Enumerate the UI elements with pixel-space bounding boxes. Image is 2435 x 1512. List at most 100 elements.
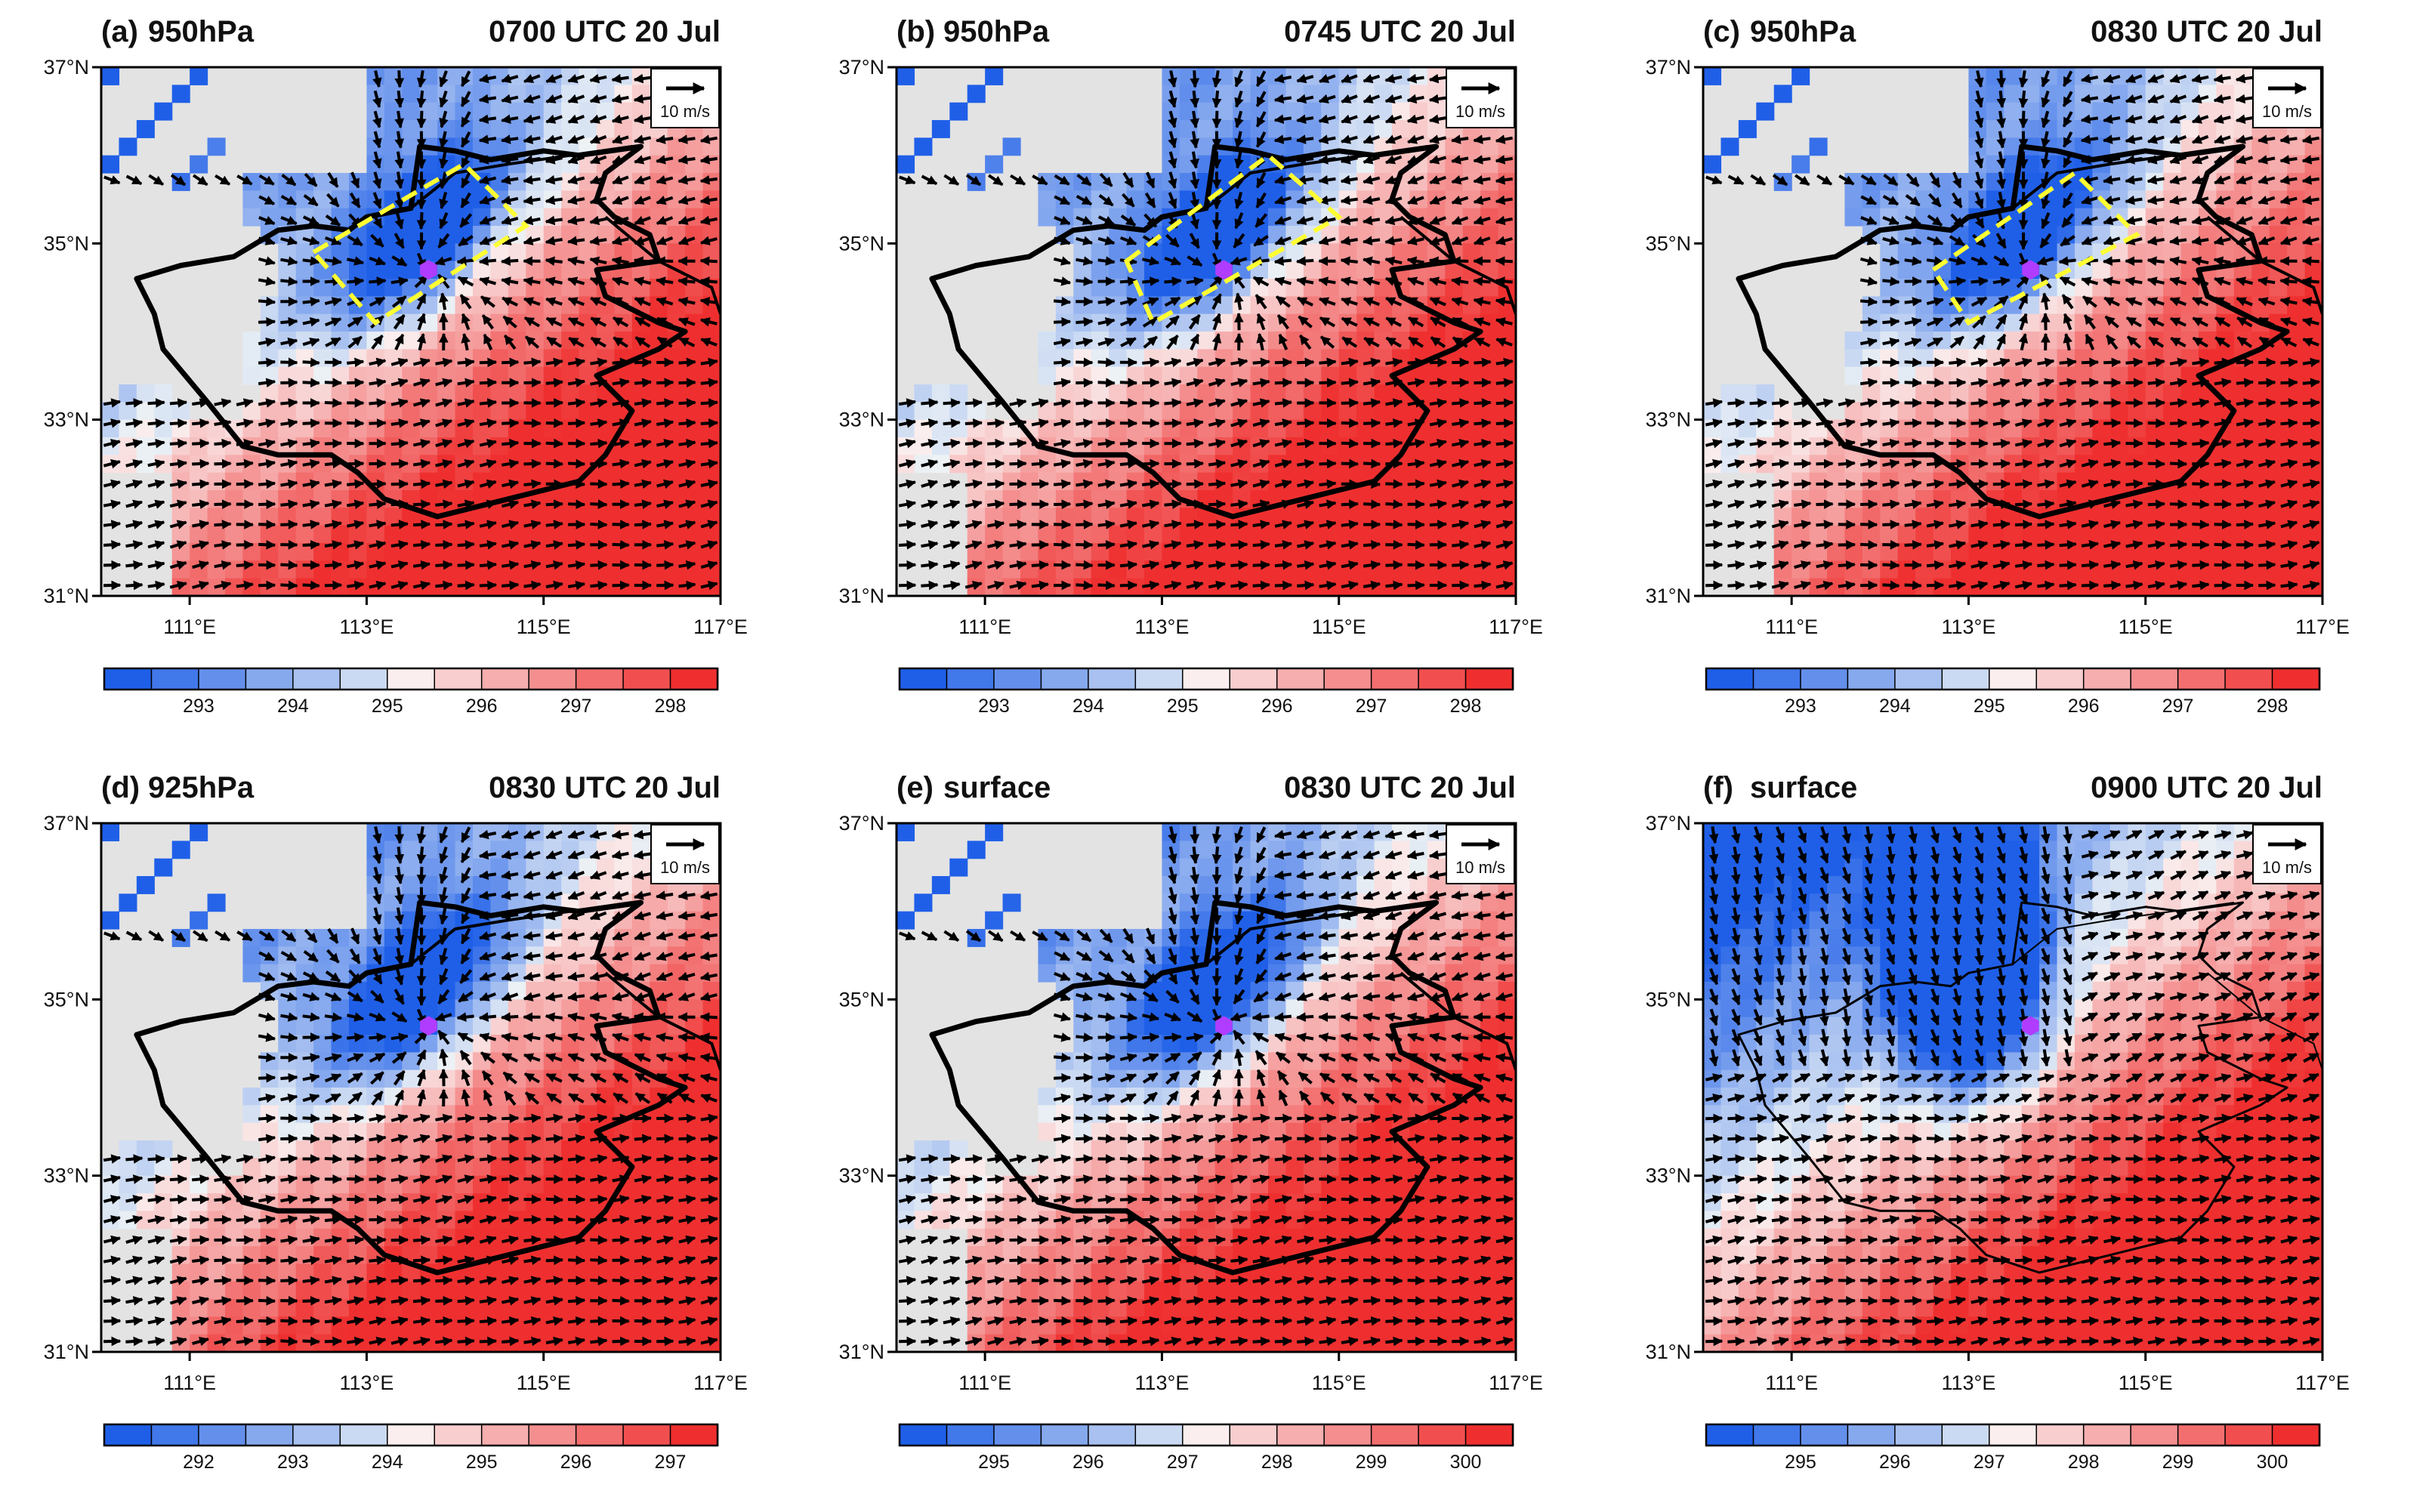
colorbar-segment	[2082, 1424, 2132, 1446]
lon-tick-label: 117°E	[693, 1372, 748, 1394]
colorbar-segment	[575, 1424, 625, 1446]
neighbor-boundary	[604, 971, 721, 1071]
lat-tick-label: 37°N	[839, 812, 884, 835]
colorbar-tick-label: 292	[183, 1452, 214, 1473]
panel-time: 0830 UTC 20 Jul	[1284, 771, 1516, 804]
colorbar-segment	[946, 1424, 995, 1446]
colorbar-segment	[339, 668, 389, 690]
panel-time: 0700 UTC 20 Jul	[489, 15, 721, 48]
colorbar-tick-label: 296	[1072, 1452, 1104, 1473]
panel-b: (b) 950hPa 0745 UTC 20 Jul 10 m/s 111°E 113°E…	[839, 15, 1543, 717]
wind-vectors	[898, 825, 1514, 1347]
panel-level: 950hPa	[148, 15, 255, 48]
lat-tick-label: 33°N	[1646, 409, 1691, 431]
colorbar-tick-label: 294	[1072, 696, 1104, 717]
panel-time: 0745 UTC 20 Jul	[1284, 15, 1516, 48]
lat-tick-label: 33°N	[1646, 1165, 1691, 1187]
colorbar-tick-label: 298	[1450, 696, 1482, 717]
map-frame	[895, 822, 1517, 1353]
colorbar-segment	[1040, 1424, 1090, 1446]
map-area	[1703, 67, 2322, 596]
colorbar-tick-label: 296	[1261, 696, 1293, 717]
colorbar-segment	[480, 668, 530, 690]
colorbar-segment	[1040, 668, 1090, 690]
map-frame	[1702, 66, 2324, 597]
zhengzhou-station-marker	[2022, 1016, 2039, 1036]
colorbar-segment	[2224, 1424, 2273, 1446]
colorbar-segment	[150, 668, 200, 690]
panel-a: (a) 950hPa 0700 UTC 20 Jul 10 m/s 111°E 113°E…	[44, 15, 748, 717]
panel-time: 0830 UTC 20 Jul	[489, 771, 721, 804]
colorbar-tick-label: 294	[372, 1452, 403, 1473]
colorbar-segment	[1276, 1424, 1326, 1446]
wind-vectors	[1705, 69, 2321, 591]
reference-vector-box	[2252, 68, 2322, 128]
colorbar-segment	[1705, 1424, 1754, 1446]
zhengzhou-station-marker	[1215, 260, 1233, 280]
lat-tick-label: 35°N	[1646, 232, 1691, 255]
lat-tick-label: 35°N	[839, 232, 884, 255]
lat-tick-label: 33°N	[44, 409, 89, 431]
colorbar-segment	[1752, 668, 1802, 690]
colorbar-tick-label: 295	[978, 1452, 1010, 1473]
lon-tick-label: 111°E	[163, 616, 216, 638]
lon-tick-label: 111°E	[958, 1372, 1011, 1394]
panel-c: (c) 950hPa 0830 UTC 20 Jul 10 m/s 111°E 113°E…	[1646, 15, 2350, 717]
colorbar-segment	[575, 668, 625, 690]
colorbar-segment	[622, 668, 671, 690]
lon-tick-label: 111°E	[1765, 1372, 1818, 1394]
colorbar-segment	[1182, 1424, 1231, 1446]
panel-time: 0830 UTC 20 Jul	[2091, 15, 2322, 48]
colorbar-segment	[1941, 668, 1991, 690]
colorbar-segment	[1229, 668, 1278, 690]
colorbar-segment	[2035, 668, 2085, 690]
lat-tick-label: 35°N	[1646, 988, 1691, 1011]
lon-tick-label: 115°E	[1312, 616, 1366, 638]
panel-label: (d)	[101, 771, 140, 804]
map-area	[101, 67, 721, 596]
lon-tick-label: 113°E	[339, 1372, 393, 1394]
reference-vector-box	[2252, 824, 2322, 884]
panel-f: (f) surface 0900 UTC 20 Jul 10 m/s 111°E 113°…	[1646, 771, 2350, 1473]
colorbar-segment	[103, 668, 153, 690]
zhengzhou-station-marker	[420, 260, 437, 280]
colorbar-segment	[1134, 1424, 1184, 1446]
panel-level: surface	[943, 771, 1051, 804]
colorbar-segment	[528, 1424, 577, 1446]
lat-tick-label: 31°N	[44, 585, 89, 607]
colorbar-segment	[1464, 1424, 1514, 1446]
analysis-box	[1930, 170, 2141, 326]
colorbar-segment	[1418, 1424, 1467, 1446]
colorbar-segment	[1894, 1424, 1943, 1446]
lon-tick-label: 111°E	[163, 1372, 216, 1394]
colorbar: 295 296 297 298 299 300	[898, 1423, 1514, 1473]
colorbar: 295 296 297 298 299 300	[1705, 1423, 2321, 1473]
reference-vector-box	[650, 824, 720, 884]
lon-tick-label: 117°E	[1489, 616, 1543, 638]
colorbar-tick-label: 297	[655, 1452, 687, 1473]
colorbar-segment	[2271, 1424, 2321, 1446]
lon-tick-label: 113°E	[339, 616, 393, 638]
lat-tick-label: 33°N	[44, 1165, 89, 1187]
wind-vectors	[103, 825, 719, 1347]
lat-tick-label: 31°N	[1646, 1341, 1691, 1363]
colorbar-segment	[1847, 1424, 1896, 1446]
colorbar-segment	[150, 1424, 200, 1446]
panel-d: (d) 925hPa 0830 UTC 20 Jul 10 m/s 111°E 113°E…	[44, 771, 748, 1473]
lon-tick-label: 117°E	[2295, 1372, 2350, 1394]
map-frame	[100, 822, 722, 1353]
colorbar-segment	[1182, 668, 1231, 690]
colorbar-segment	[2130, 668, 2179, 690]
lon-tick-label: 115°E	[1312, 1372, 1366, 1394]
lon-tick-label: 113°E	[1134, 1372, 1189, 1394]
panel-level: 950hPa	[1750, 15, 1856, 48]
colorbar-segment	[622, 1424, 671, 1446]
colorbar-segment	[387, 1424, 436, 1446]
colorbar-tick-label: 300	[2257, 1452, 2288, 1473]
lat-tick-label: 31°N	[1646, 585, 1691, 607]
lon-tick-label: 115°E	[2119, 616, 2173, 638]
lat-tick-label: 37°N	[44, 812, 89, 835]
colorbar-tick-label: 300	[1450, 1452, 1482, 1473]
colorbar-tick-label: 297	[1167, 1452, 1199, 1473]
colorbar-segment	[1229, 1424, 1278, 1446]
